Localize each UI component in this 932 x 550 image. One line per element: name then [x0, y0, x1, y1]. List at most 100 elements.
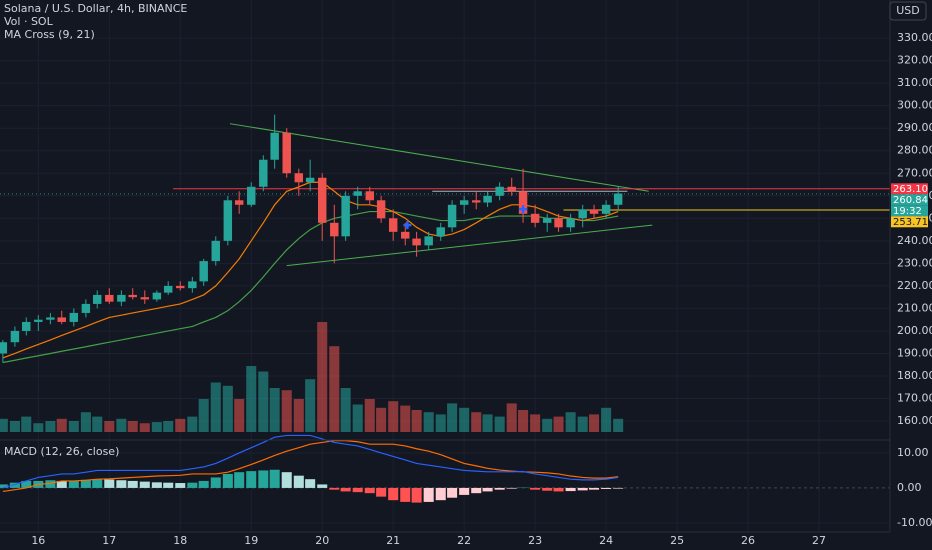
candle-body — [424, 236, 433, 246]
y-tick-label: 270.00 — [897, 166, 932, 179]
macd-histogram-bar — [542, 487, 553, 491]
macd-histogram-bar — [423, 487, 434, 502]
macd-histogram-bar — [21, 480, 32, 488]
volume-bar — [482, 414, 493, 432]
macd-histogram-bar — [269, 469, 280, 488]
volume-bar — [352, 404, 363, 432]
volume-bar — [411, 410, 422, 432]
candle-body — [341, 195, 350, 237]
volume-bar — [506, 403, 517, 432]
macd-histogram-bar — [281, 472, 292, 488]
volume-bar — [234, 399, 245, 432]
macd-histogram-bar — [139, 481, 150, 488]
candle-body — [376, 200, 386, 219]
candle-body — [152, 292, 162, 300]
candle-body — [401, 231, 410, 239]
volume-bar — [80, 412, 91, 432]
candle-body — [613, 193, 623, 205]
volume-layer — [0, 322, 624, 432]
volume-bar — [246, 366, 257, 432]
macd-line — [2, 434, 619, 489]
candle-body — [247, 186, 256, 205]
macd-histogram-bar — [553, 487, 564, 492]
countdown-label-box — [891, 205, 928, 217]
macd-histogram-bar — [577, 487, 588, 491]
price-line-label: 253.71 — [893, 217, 928, 228]
volume-bar — [293, 399, 304, 432]
volume-bar — [210, 382, 221, 432]
candle-body — [518, 191, 528, 214]
macd-histogram-bar — [151, 482, 162, 488]
macd-histogram-bar — [601, 487, 612, 489]
axis-layer: 160.00170.00180.00190.00200.00210.00220.… — [31, 31, 932, 547]
macd-histogram-bar — [376, 487, 387, 497]
macd-histogram-bar — [45, 480, 56, 488]
volume-bar — [542, 418, 553, 432]
macd-histogram-bar — [187, 482, 198, 488]
macd-histogram-bar — [317, 484, 328, 488]
volume-bar — [163, 421, 174, 432]
ma-slow-line — [2, 210, 619, 364]
macd-histogram-bar — [459, 487, 470, 495]
volume-bar — [104, 421, 115, 432]
candle-body — [412, 238, 421, 246]
volume-bar — [494, 416, 505, 432]
volume-bar — [340, 388, 351, 432]
volume-bar — [435, 414, 446, 432]
volume-bar — [388, 401, 399, 432]
volume-bar — [565, 412, 576, 432]
macd-histogram-bar — [175, 483, 186, 488]
macd-histogram-bar — [9, 482, 20, 488]
volume-bar — [151, 422, 162, 432]
macd-histogram-bar — [92, 479, 103, 488]
currency-label[interactable]: USD — [896, 4, 920, 17]
x-tick-label: 17 — [102, 534, 116, 547]
candle-body — [388, 218, 398, 232]
y-tick-label: 170.00 — [897, 392, 932, 405]
candle-body — [459, 200, 469, 205]
y-tick-label: 310.00 — [897, 76, 932, 89]
chart-title: Solana / U.S. Dollar, 4h, BINANCE — [4, 2, 187, 15]
candle-body — [436, 227, 445, 237]
candle-body — [282, 132, 291, 174]
volume-bar — [305, 379, 316, 432]
volume-bar — [577, 416, 588, 432]
macd-histogram-bar — [411, 487, 422, 503]
volume-bar — [175, 418, 186, 432]
candle-body — [57, 317, 66, 322]
last-price-label: 260.84 — [893, 195, 928, 206]
macd-histogram-bar — [305, 479, 316, 488]
candle-body — [270, 132, 279, 160]
countdown-label: 19:32 — [893, 206, 922, 217]
candle-body — [530, 213, 540, 223]
macd-histogram-bar — [506, 487, 517, 489]
x-tick-label: 18 — [173, 534, 187, 547]
macd-histogram-bar — [293, 475, 304, 488]
ma-cross-marker — [519, 205, 528, 214]
macd-histogram-bar — [116, 480, 127, 488]
grid — [0, 0, 890, 532]
volume-bar — [45, 421, 56, 432]
volume-bar — [116, 418, 127, 432]
candle-body — [330, 222, 339, 237]
trendline — [286, 224, 653, 267]
candle-body — [447, 204, 457, 228]
y-tick-label: 290.00 — [897, 121, 932, 134]
ma-legend: MA Cross (9, 21) — [4, 28, 95, 41]
macd-histogram-bar — [364, 487, 375, 494]
volume-bar — [530, 414, 541, 432]
candle-body — [472, 200, 481, 203]
candle-body — [140, 297, 150, 300]
macd-histogram-bar — [447, 487, 458, 498]
candle-body — [105, 294, 114, 302]
candle-body — [495, 186, 504, 196]
macd-histogram-bar — [435, 487, 446, 501]
currency-button[interactable] — [889, 1, 927, 21]
candle-body — [0, 342, 8, 354]
macd-histogram-bar — [0, 484, 8, 488]
candle-body — [69, 312, 79, 322]
candle-body — [163, 285, 173, 293]
price-line-label-box — [891, 183, 928, 195]
